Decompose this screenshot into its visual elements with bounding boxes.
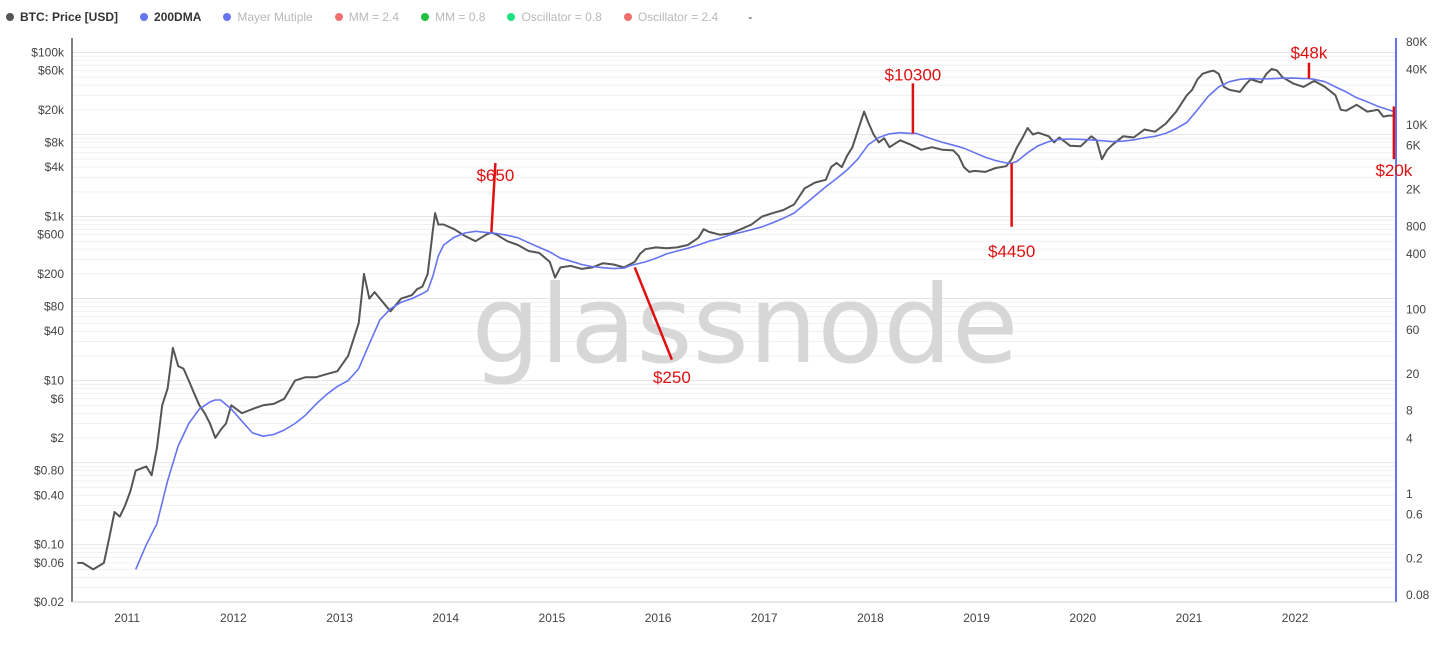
annotation-label: $4450 [988, 242, 1035, 261]
legend-item[interactable]: MM = 0.8 [421, 10, 485, 24]
y-left-tick-label: $0.06 [34, 556, 64, 570]
y-left-tick-label: $40 [44, 324, 64, 338]
y-left-tick-label: $6 [51, 392, 65, 406]
y-right-tick-label: 0.6 [1406, 507, 1423, 521]
y-right-tick-label: 0.2 [1406, 551, 1423, 565]
annotation: $20k [1375, 106, 1413, 180]
y-right-tick-label: 20 [1406, 367, 1420, 381]
legend-item[interactable]: BTC: Price [USD] [6, 10, 118, 24]
y-left-tick-label: $8k [45, 135, 65, 149]
legend-item[interactable]: Mayer Mutiple [223, 10, 313, 24]
y-left-tick-label: $20k [38, 103, 65, 117]
legend-label: BTC: Price [USD] [20, 10, 119, 24]
y-left-tick-label: $10 [44, 374, 64, 388]
y-right-tick-label: 1 [1406, 487, 1413, 501]
x-tick-label: 2013 [326, 611, 353, 625]
y-left-tick-label: $80 [44, 300, 64, 314]
x-tick-label: 2011 [114, 611, 140, 625]
annotation: $48k [1290, 43, 1328, 79]
y-right-tick-label: 80K [1406, 35, 1427, 49]
y-right-tick-label: 4 [1406, 431, 1413, 445]
x-tick-label: 2016 [645, 611, 672, 625]
y-right-tick-label: 6K [1406, 139, 1421, 153]
legend-label: 200DMA [154, 10, 202, 24]
x-tick-label: 2019 [963, 611, 990, 625]
legend-dot-icon [421, 13, 430, 21]
annotation-label: $10300 [885, 65, 942, 84]
gridlines [72, 51, 1396, 603]
watermark: glassnode [472, 263, 1019, 388]
legend-label: MM = 0.8 [435, 10, 486, 24]
y-left-tick-label: $0.40 [34, 488, 64, 502]
y-left-tick-label: $0.10 [34, 538, 64, 552]
y-right-tick-label: 100 [1406, 303, 1426, 317]
legend-dot-icon [334, 13, 343, 21]
y-left-tick-label: $0.80 [34, 464, 64, 478]
legend-label: Oscillator = 2.4 [637, 10, 719, 24]
y-left-tick-label: $600 [37, 228, 64, 242]
legend-item[interactable]: 200DMA [140, 10, 201, 24]
x-tick-label: 2021 [1176, 611, 1203, 625]
y-left-tick-label: $4k [45, 160, 65, 174]
y-left-tick-label: $1k [45, 210, 65, 224]
annotation-label: $650 [476, 166, 514, 185]
dma-series-line [134, 77, 1395, 570]
legend-dot-icon [623, 13, 632, 21]
y-right-tick-label: 400 [1406, 247, 1426, 261]
annotation-label: $250 [653, 368, 691, 387]
annotation-line [490, 162, 497, 232]
annotation: $4450 [988, 163, 1035, 261]
legend-extra: - [748, 10, 753, 24]
y-right-tick-label: 10K [1406, 118, 1427, 132]
legend-item[interactable]: Oscillator = 0.8 [507, 10, 602, 24]
y-right-tick-label: 800 [1406, 219, 1426, 233]
legend-label: Oscillator = 0.8 [521, 10, 602, 24]
annotation: $250 [633, 266, 691, 387]
legend-item[interactable]: Oscillator = 2.4 [623, 10, 719, 24]
x-tick-label: 2017 [751, 611, 778, 625]
y-right-tick-label: 0.08 [1406, 588, 1430, 602]
legend-dot-icon [140, 13, 149, 21]
price-series-line [77, 67, 1394, 571]
legend: BTC: Price [USD] 200DMA Mayer Mutiple MM = … [6, 6, 752, 28]
x-tick-label: 2018 [857, 611, 884, 625]
x-tick-label: 2022 [1282, 611, 1309, 625]
y-left-tick-label: $60k [38, 64, 65, 78]
annotation-line [633, 266, 674, 361]
annotation-label: $48k [1290, 43, 1327, 62]
x-tick-label: 2014 [432, 611, 459, 625]
y-left-tick-label: $2 [51, 431, 65, 445]
legend-dot-icon [223, 13, 232, 21]
y-left-tick-label: $100k [31, 45, 65, 59]
y-left-tick-label: $200 [37, 267, 64, 281]
annotation: $10300 [885, 65, 942, 134]
y-left-tick-label: $0.02 [34, 595, 64, 609]
legend-dot-icon [6, 13, 14, 21]
y-right-tick-label: 40K [1406, 63, 1427, 77]
legend-dot-icon [507, 13, 516, 21]
x-tick-label: 2012 [220, 611, 247, 625]
annotation: $650 [476, 162, 514, 232]
y-right-tick-label: 8 [1406, 404, 1413, 418]
y-right-tick-label: 2K [1406, 183, 1421, 197]
legend-label: MM = 2.4 [348, 10, 400, 24]
annotation-label: $20k [1375, 161, 1412, 180]
legend-label: Mayer Mutiple [237, 10, 313, 24]
legend-item[interactable]: MM = 2.4 [334, 10, 400, 24]
y-right-tick-label: 60 [1406, 323, 1420, 337]
x-tick-label: 2020 [1069, 611, 1096, 625]
x-tick-label: 2015 [539, 611, 566, 625]
